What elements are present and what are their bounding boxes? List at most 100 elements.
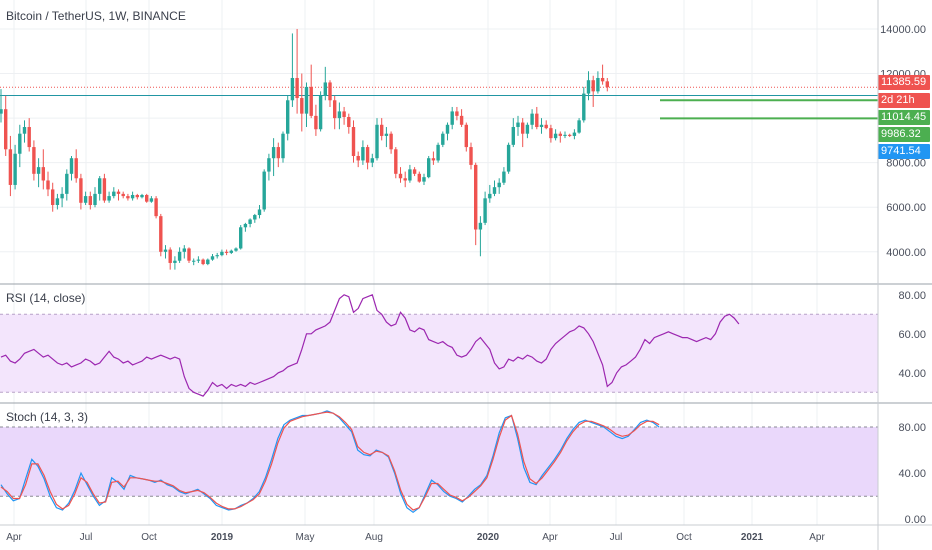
candle-body <box>79 178 83 203</box>
candle-body <box>173 260 177 263</box>
candle-body <box>333 100 337 119</box>
candle-body <box>201 259 205 265</box>
price-label-box <box>878 93 930 108</box>
candle-body <box>398 173 403 179</box>
price-label-last: 11385.59 <box>881 76 927 88</box>
price-label-ma: 9741.54 <box>881 145 921 157</box>
candle-body <box>234 248 238 251</box>
candle-body <box>88 196 92 206</box>
candle-body <box>149 198 154 202</box>
candle-body <box>210 256 215 260</box>
candle-body <box>441 133 445 145</box>
candle-body <box>365 147 370 163</box>
candle-body <box>168 249 172 263</box>
candle-body <box>318 95 323 130</box>
candle-body <box>586 80 591 94</box>
candle-body <box>295 77 299 99</box>
y-tick-label: 6000.00 <box>886 202 926 214</box>
candle-body <box>511 127 515 145</box>
candle-body <box>32 147 36 174</box>
candle-body <box>196 259 201 261</box>
candle-body <box>474 164 478 230</box>
candle-body <box>544 124 548 129</box>
candle-body <box>130 194 135 199</box>
candle-body <box>239 227 243 249</box>
candle-body <box>375 124 379 159</box>
candle-body <box>215 255 219 257</box>
candle-body <box>389 133 393 150</box>
candle-body <box>492 187 497 194</box>
candle-body <box>290 77 295 101</box>
x-tick-label: 2020 <box>477 532 500 543</box>
candle-body <box>36 167 41 174</box>
x-tick-label: Oct <box>141 532 157 543</box>
rsi-y-tick: 40.00 <box>898 368 926 380</box>
candle-body <box>422 177 426 182</box>
y-tick-label: 8000.00 <box>886 158 926 170</box>
candle-body <box>126 196 130 199</box>
price-label-box <box>878 75 930 90</box>
candle-body <box>74 158 78 179</box>
candle-body <box>568 134 572 136</box>
candle-body <box>558 133 562 136</box>
candle-body <box>497 182 501 188</box>
stoch-y-tick: 0.00 <box>905 514 926 526</box>
candle-body <box>83 196 88 203</box>
price-label-box <box>878 144 930 159</box>
candle-body <box>154 198 158 217</box>
candle-body <box>412 169 417 174</box>
candle-body <box>351 127 356 156</box>
candle-body <box>361 147 365 161</box>
candle-body <box>13 153 17 185</box>
candle-body <box>342 111 346 117</box>
candle-body <box>159 216 163 252</box>
candle-body <box>41 167 45 181</box>
candle-body <box>229 250 233 253</box>
x-tick-label: 2019 <box>211 532 234 543</box>
stoch-y-tick: 80.00 <box>898 422 926 434</box>
stoch-d-line <box>0 411 660 511</box>
candle-body <box>314 115 318 130</box>
x-tick-label: Apr <box>809 532 825 543</box>
candle-body <box>572 132 577 136</box>
candle-body <box>107 196 111 201</box>
candle-body <box>243 223 248 228</box>
x-tick-label: May <box>296 532 315 543</box>
candle-body <box>27 127 31 148</box>
candle-body <box>605 81 609 88</box>
candle-body <box>281 133 285 159</box>
candle-body <box>525 124 530 134</box>
candle-body <box>417 173 421 182</box>
candle-body <box>4 109 8 150</box>
x-tick-label: Oct <box>676 532 692 543</box>
candle-body <box>286 100 290 134</box>
stoch-title: Stoch (14, 3, 3) <box>6 410 89 424</box>
candle-body <box>408 169 412 181</box>
rsi-y-tick: 60.00 <box>898 329 926 341</box>
candle-body <box>582 93 586 121</box>
candle-body <box>177 251 182 261</box>
x-tick-label: Aug <box>365 532 383 543</box>
candle-body <box>478 222 483 230</box>
candle-body <box>262 171 266 210</box>
candle-body <box>220 251 224 256</box>
x-tick-label: Apr <box>6 532 22 543</box>
candle-body <box>65 173 69 194</box>
rsi-y-tick: 80.00 <box>898 290 926 302</box>
candle-body <box>483 198 487 223</box>
candle-body <box>248 219 252 224</box>
candle-body <box>51 189 55 206</box>
candle-body <box>140 194 144 198</box>
price-label-resistance: 11014.45 <box>881 111 927 123</box>
candle-body <box>304 86 309 114</box>
y-tick-label: 14000.00 <box>880 24 926 36</box>
price-label-box <box>878 110 930 125</box>
candle-body <box>206 259 210 265</box>
candle-body <box>596 77 600 92</box>
candle-body <box>323 82 327 96</box>
candle-body <box>464 124 468 148</box>
rsi-band <box>0 314 878 393</box>
price-label-support: 9986.32 <box>881 128 921 140</box>
candle-body <box>112 191 116 197</box>
